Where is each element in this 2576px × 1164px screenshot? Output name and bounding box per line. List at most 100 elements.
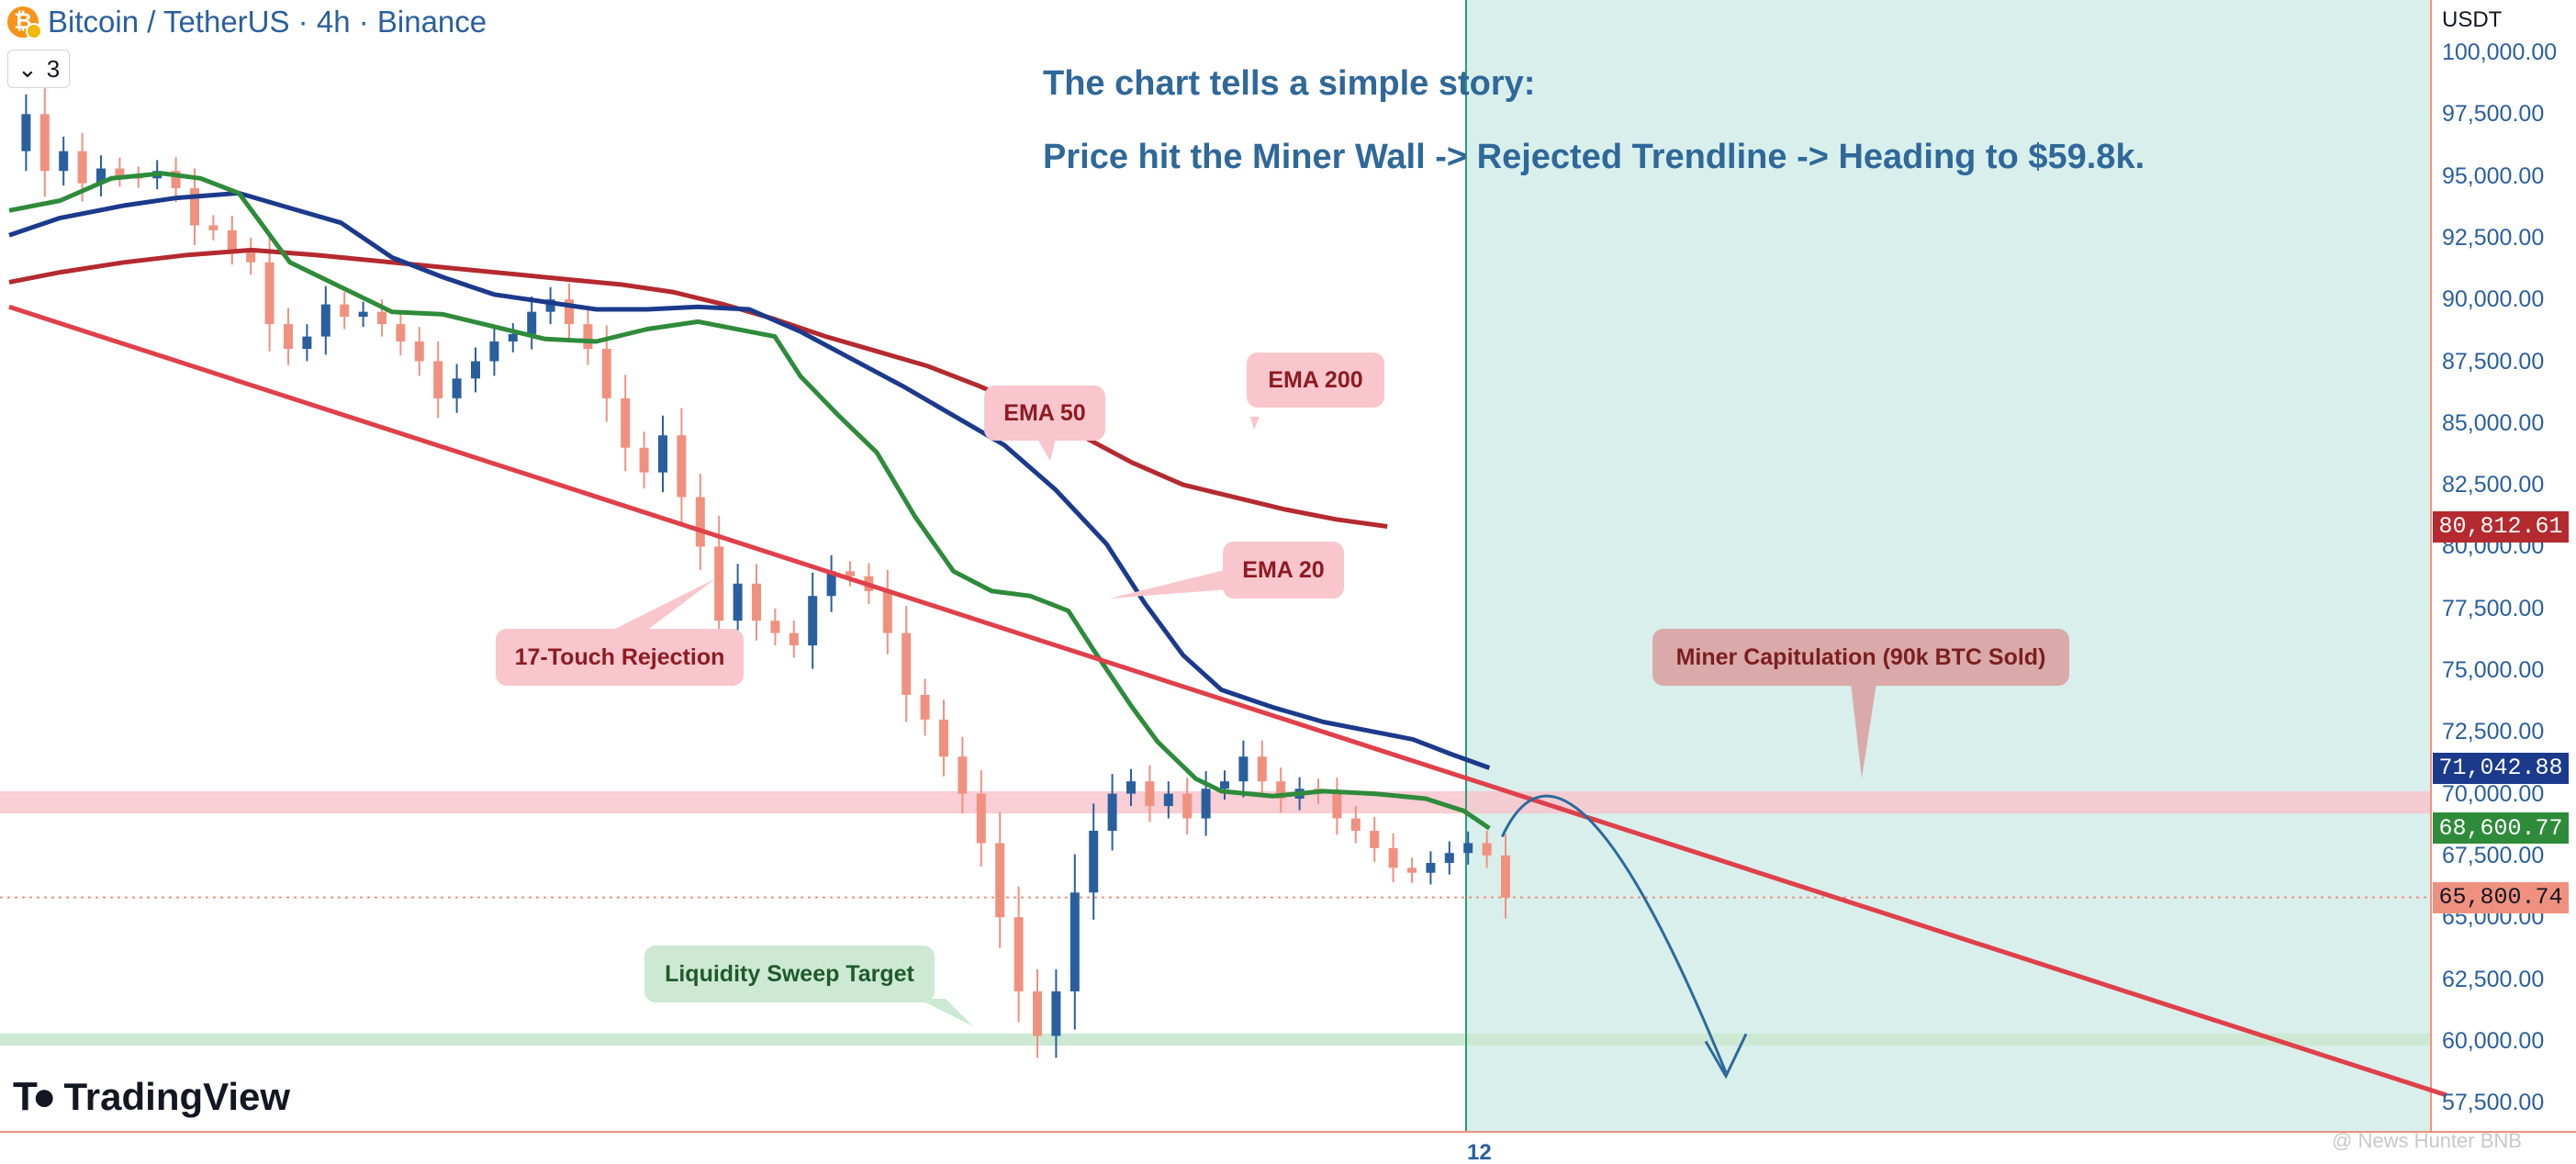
candle-body — [939, 719, 948, 757]
candle-body — [1107, 793, 1117, 831]
candle-body — [433, 361, 443, 398]
candle-body — [714, 546, 724, 621]
candle-body — [1201, 789, 1211, 819]
candle-body — [1163, 793, 1173, 807]
candle-body — [658, 435, 667, 473]
candle-body — [826, 571, 836, 597]
candle-body — [396, 324, 406, 341]
price-tick: 87,500.00 — [2442, 348, 2545, 375]
candle-body — [227, 229, 237, 251]
candle-body — [471, 361, 480, 379]
story-line-2: Price hit the Miner Wall -> Rejected Tre… — [1043, 138, 2145, 176]
candle-body — [39, 114, 50, 172]
candle-body — [171, 171, 181, 189]
candle-body — [789, 632, 799, 646]
candle-body — [358, 311, 368, 318]
candle-body — [208, 225, 218, 230]
candle-body — [320, 304, 330, 337]
candle-body — [920, 694, 930, 720]
callout-pointer — [918, 999, 973, 1026]
candle-body — [1350, 818, 1361, 831]
callout-miner-capitulation: Miner Capitulation (90k BTC Sold) — [1652, 629, 2069, 686]
price-tick: 77,500.00 — [2442, 595, 2545, 621]
price-tick: 75,000.00 — [2442, 657, 2545, 683]
last-price-label: 65,800.74 — [2433, 881, 2569, 913]
price-tick: 97,500.00 — [2442, 101, 2545, 128]
candle-body — [601, 349, 611, 398]
candle-body — [621, 397, 631, 448]
candle-body — [302, 336, 312, 350]
bitcoin-icon: ₿ — [7, 6, 42, 39]
candle-body — [1444, 853, 1454, 863]
callout-pointer — [1250, 417, 1260, 430]
candle-body — [1388, 847, 1398, 868]
candle-body — [677, 435, 687, 498]
price-tick: 72,500.00 — [2442, 719, 2545, 745]
price-tick: 90,000.00 — [2442, 286, 2545, 313]
callout-liquidity-target: Liquidity Sweep Target — [644, 946, 935, 1002]
candle-body — [695, 497, 705, 547]
callout-ema200: EMA 200 — [1247, 353, 1384, 408]
candle-body — [1257, 756, 1267, 782]
symbol-title[interactable]: Bitcoin / TetherUS · 4h · Binance — [48, 5, 487, 39]
price-tick: 82,500.00 — [2442, 472, 2545, 498]
candle-body — [115, 168, 125, 176]
candle-body — [1070, 892, 1080, 991]
callout-ema50: EMA 50 — [984, 386, 1105, 441]
symbol-header[interactable]: ₿ Bitcoin / TetherUS · 4h · Binance — [7, 4, 487, 40]
candle-body — [414, 341, 424, 362]
liquidity-zone — [0, 1033, 2431, 1046]
price-tick: 62,500.00 — [2442, 966, 2545, 992]
candle-body — [340, 304, 350, 318]
callout-ema20: EMA 20 — [1223, 542, 1344, 599]
candle-body — [583, 324, 593, 350]
candle-body — [958, 756, 968, 794]
candle-body — [1033, 991, 1042, 1036]
price-tick: 95,000.00 — [2442, 162, 2545, 189]
time-axis-tick: 12 — [1467, 1140, 1492, 1164]
ema50-price-label: 71,042.88 — [2433, 752, 2569, 784]
price-axis-unit[interactable]: USDT — [2442, 7, 2503, 32]
candle-body — [77, 151, 87, 184]
ema20-price-label: 68,600.77 — [2433, 812, 2569, 845]
callout-pointer — [1109, 569, 1228, 599]
ema50-line — [8, 190, 1491, 770]
price-tick: 70,000.00 — [2442, 780, 2545, 807]
candle-body — [1332, 793, 1342, 819]
tradingview-logo-icon: T● — [13, 1074, 57, 1119]
descending-trendline — [8, 304, 2447, 1098]
candle-body — [1276, 781, 1286, 799]
candle-body — [1238, 756, 1249, 782]
candle-body — [639, 447, 649, 473]
price-tick: 85,000.00 — [2442, 409, 2545, 436]
candle-body — [508, 333, 518, 341]
callout-touch-rejection: 17-Touch Rejection — [496, 629, 744, 686]
candle-body — [995, 843, 1005, 918]
candle-body — [752, 583, 761, 621]
candle-body — [1501, 855, 1510, 898]
candle-body — [808, 596, 818, 646]
projection-zone — [1466, 0, 2431, 1132]
candle-body — [882, 590, 892, 633]
binance-badge-icon — [26, 23, 42, 39]
candle-body — [770, 621, 780, 633]
candle-body — [902, 632, 912, 695]
tradingview-logo[interactable]: T● TradingView — [13, 1074, 290, 1120]
watermark: @ News Hunter BNB — [2332, 1129, 2522, 1152]
candle-body — [96, 168, 106, 184]
candle-body — [246, 250, 256, 263]
price-tick: 57,500.00 — [2442, 1090, 2545, 1116]
candle-body — [190, 188, 199, 226]
arrow-head-icon — [1704, 1033, 1748, 1080]
candle-body — [1407, 867, 1417, 873]
chevron-down-icon: ⌄ — [17, 54, 38, 83]
candle-body — [1370, 830, 1380, 848]
story-line-1: The chart tells a simple story: — [1043, 64, 1536, 103]
candle-body — [545, 299, 555, 312]
callout-pointer — [606, 578, 716, 633]
candle-body — [1126, 781, 1136, 794]
indicators-toggle-button[interactable]: ⌄ 3 — [7, 50, 71, 88]
price-tick: 100,000.00 — [2442, 39, 2558, 65]
